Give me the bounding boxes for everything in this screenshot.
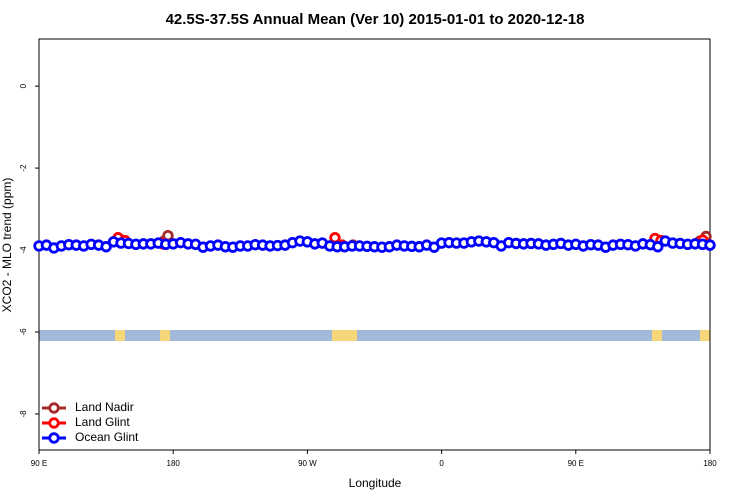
x-tick-label: 180 (703, 459, 717, 468)
x-tick-label: 180 (167, 459, 181, 468)
legend-label: Land Nadir (75, 400, 134, 414)
legend-entry: Land Nadir (42, 400, 134, 414)
y-tick-label: -8 (19, 410, 28, 418)
point (704, 239, 716, 251)
legend-marker (48, 417, 60, 429)
chart-title: 42.5S-37.5S Annual Mean (Ver 10) 2015-01… (166, 11, 585, 28)
point (100, 241, 112, 253)
x-tick-label: 90 E (31, 459, 47, 468)
y-axis-label: XCO2 - MLO trend (ppm) (0, 178, 14, 313)
legend-entry: Land Glint (42, 415, 130, 429)
y-tick-label: -6 (19, 328, 28, 336)
legend-marker (48, 402, 60, 414)
legend-label: Land Glint (75, 415, 130, 429)
x-axis-label: Longitude (349, 476, 402, 490)
point (652, 241, 664, 253)
y-tick-label: 0 (19, 83, 28, 88)
legend-marker (48, 432, 60, 444)
y-tick-label: -2 (19, 164, 28, 172)
surface-strip (39, 330, 710, 341)
legend-entry: Ocean Glint (42, 430, 139, 444)
x-tick-label: 90 E (568, 459, 584, 468)
y-tick-label: -4 (19, 246, 28, 254)
x-tick-label: 90 W (298, 459, 317, 468)
x-tick-label: 0 (439, 459, 444, 468)
legend-label: Ocean Glint (75, 430, 139, 444)
